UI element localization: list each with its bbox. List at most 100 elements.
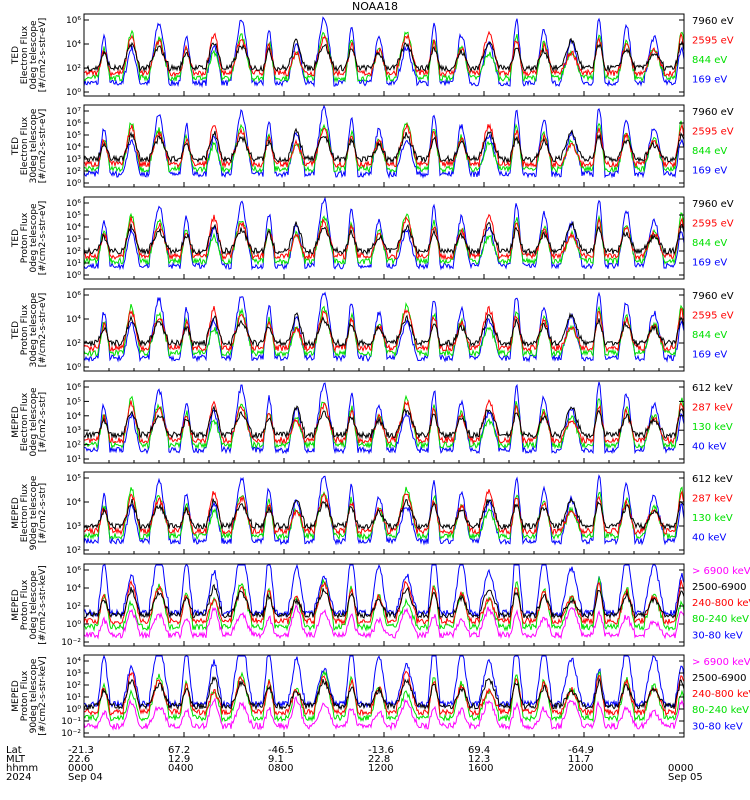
y-tick-label: 10⁰ bbox=[66, 363, 81, 373]
y-tick-label: 10⁴ bbox=[66, 315, 81, 325]
legend-entry: 844 eV bbox=[692, 146, 727, 157]
series-line-magenta bbox=[84, 604, 684, 640]
y-tick-label: 10³ bbox=[66, 669, 81, 679]
series-line-blue bbox=[84, 197, 684, 271]
y-tick-label: 10⁴ bbox=[66, 40, 81, 50]
panel-3: 10⁰ 10¹ 10² 10³ 10⁴ 10⁵ 10⁶ TED Proton Flux 0deg … bbox=[11, 196, 734, 281]
y-axis-label-line: Proton Flux bbox=[20, 212, 30, 263]
series-line-black bbox=[84, 37, 684, 73]
y-tick-label: 10² bbox=[66, 546, 81, 556]
y-tick-label: 10¹ bbox=[66, 693, 81, 703]
y-tick-label: 10¹ bbox=[66, 259, 81, 269]
y-axis-label-line: [#/cm2-s-str-eV] bbox=[38, 293, 48, 368]
y-axis-label-line: 0deg telescope bbox=[29, 570, 39, 640]
y-tick-label: 10² bbox=[66, 247, 81, 257]
series-line-red bbox=[84, 30, 684, 78]
y-axis-label-line: [#/cm2-s-str-eV] bbox=[38, 18, 48, 93]
y-axis-label-line: [#/cm2-s-str] bbox=[38, 392, 48, 452]
legend-entry: 169 eV bbox=[692, 258, 727, 269]
legend-entry: 2595 eV bbox=[692, 127, 734, 138]
panel-4: 10⁰ 10² 10⁴ 10⁶ TED Proton Flux 30deg telescop… bbox=[11, 288, 734, 373]
y-tick-label: 10⁰ bbox=[66, 88, 81, 98]
y-tick-label: 10¹ bbox=[66, 455, 81, 465]
legend-entry: 40 keV bbox=[692, 442, 726, 453]
y-tick-label: 10⁰ bbox=[66, 705, 81, 715]
y-axis-label-line: 90deg telescope bbox=[29, 658, 39, 733]
y-axis-label-line: Electron Flux bbox=[20, 483, 30, 542]
y-tick-label: 10⁰ bbox=[66, 620, 81, 630]
y-axis-label: MEPED Electron Flux 90deg telescope [#/cm2-… bbox=[11, 475, 48, 550]
legend-entry: 287 keV bbox=[692, 494, 733, 505]
y-tick-label: 10⁵ bbox=[66, 397, 81, 407]
legend-entry: 2595 eV bbox=[692, 36, 734, 47]
panel-2: 10⁰ 10² 10³ 10⁴ 10⁵ 10⁶ 10⁷ TED Electron Flux 30d… bbox=[11, 104, 734, 189]
series-line-red bbox=[84, 398, 684, 445]
series-line-blue bbox=[84, 381, 684, 455]
y-tick-label: 10⁴ bbox=[66, 412, 81, 422]
panel-5: 10¹ 10² 10³ 10⁴ 10⁵ 10⁶ MEPED Electron Flux 0deg… bbox=[11, 380, 733, 465]
legend-entry: 240-800 keV bbox=[692, 689, 750, 700]
y-axis-label-line: Electron Flux bbox=[20, 116, 30, 175]
legend-entry: > 6900 keV bbox=[692, 657, 750, 668]
legend-entry: 2595 eV bbox=[692, 311, 734, 322]
y-tick-label: 10⁴ bbox=[66, 584, 81, 594]
y-axis-label-line: [#/cm2-s-str-keV] bbox=[38, 656, 48, 735]
panel-frame bbox=[83, 196, 685, 280]
series-line-black bbox=[84, 583, 684, 620]
series-line-black bbox=[84, 312, 684, 348]
y-tick-label: 10² bbox=[66, 602, 81, 612]
series-line-black bbox=[84, 221, 684, 256]
y-axis-label-line: [#/cm2-s-str-eV] bbox=[38, 109, 48, 184]
legend-entry: 844 eV bbox=[692, 238, 727, 249]
y-tick-label: 10³ bbox=[66, 235, 81, 245]
y-tick-label: 10⁵ bbox=[66, 131, 81, 141]
legend-entry: 30-80 keV bbox=[692, 630, 743, 641]
legend-entry: 844 eV bbox=[692, 55, 727, 66]
y-tick-label: 10⁰ bbox=[66, 179, 81, 189]
y-tick-label: 10⁴ bbox=[66, 223, 81, 233]
y-tick-label: 10⁷ bbox=[66, 107, 81, 117]
series-line-black bbox=[84, 497, 684, 531]
y-axis-label-line: MEPED bbox=[11, 406, 21, 438]
y-axis-label-line: Electron Flux bbox=[20, 392, 30, 451]
y-axis-label-line: [#/cm2-s-str] bbox=[38, 483, 48, 543]
y-tick-label: 10⁵ bbox=[66, 211, 81, 221]
series-line-black bbox=[84, 676, 684, 711]
series-line-blue bbox=[84, 474, 684, 546]
y-axis-label-line: 30deg telescope bbox=[29, 292, 39, 367]
y-tick-label: 10⁴ bbox=[66, 143, 81, 153]
y-tick-label: 10⁵ bbox=[66, 474, 81, 484]
series-line-red bbox=[84, 213, 684, 261]
y-axis-label-line: TED bbox=[11, 46, 21, 65]
y-axis-label-line: [#/cm2-s-str-keV] bbox=[38, 565, 48, 644]
panel-7: 10⁻² 10⁰ 10² 10⁴ 10⁶ MEPED Proton Flux 0deg tel… bbox=[11, 563, 750, 648]
legend-entry: > 6900 keV bbox=[692, 566, 750, 577]
y-axis-label: MEPED Electron Flux 0deg telescope [#/cm2-s… bbox=[11, 387, 48, 457]
y-axis-label-line: MEPED bbox=[11, 497, 21, 529]
y-tick-label: 10⁰ bbox=[66, 271, 81, 281]
y-axis-label: TED Electron Flux 0deg telescope [#/cm2-s-s… bbox=[11, 18, 48, 93]
legend-entry: 169 eV bbox=[692, 75, 727, 86]
y-axis-label-line: TED bbox=[11, 321, 21, 340]
series-line-blue bbox=[84, 16, 684, 88]
legend-entry: 80-240 keV bbox=[692, 705, 749, 716]
series-line-blue bbox=[84, 291, 684, 363]
legend-entry: 2595 eV bbox=[692, 219, 734, 230]
y-tick-label: 10³ bbox=[66, 155, 81, 165]
y-axis-label-line: 30deg telescope bbox=[29, 108, 39, 183]
legend-entry: 40 keV bbox=[692, 533, 726, 544]
y-tick-label: 10⁶ bbox=[66, 566, 81, 576]
legend-entry: 169 eV bbox=[692, 166, 727, 177]
y-tick-label: 10² bbox=[66, 681, 81, 691]
y-tick-label: 10⁶ bbox=[66, 119, 81, 129]
legend-entry: 169 eV bbox=[692, 350, 727, 361]
legend-entry: 7960 eV bbox=[692, 291, 734, 302]
y-axis-label: TED Proton Flux 0deg telescope [#/cm2-s-str… bbox=[11, 201, 48, 276]
y-tick-label: 10³ bbox=[66, 426, 81, 436]
y-axis-label-line: Proton Flux bbox=[20, 579, 30, 630]
series-line-magenta bbox=[84, 695, 684, 731]
series-line-black bbox=[84, 405, 684, 440]
y-axis-label-line: 0deg telescope bbox=[29, 20, 39, 90]
y-axis-label: TED Electron Flux 30deg telescope [#/cm2-s-… bbox=[11, 108, 48, 183]
